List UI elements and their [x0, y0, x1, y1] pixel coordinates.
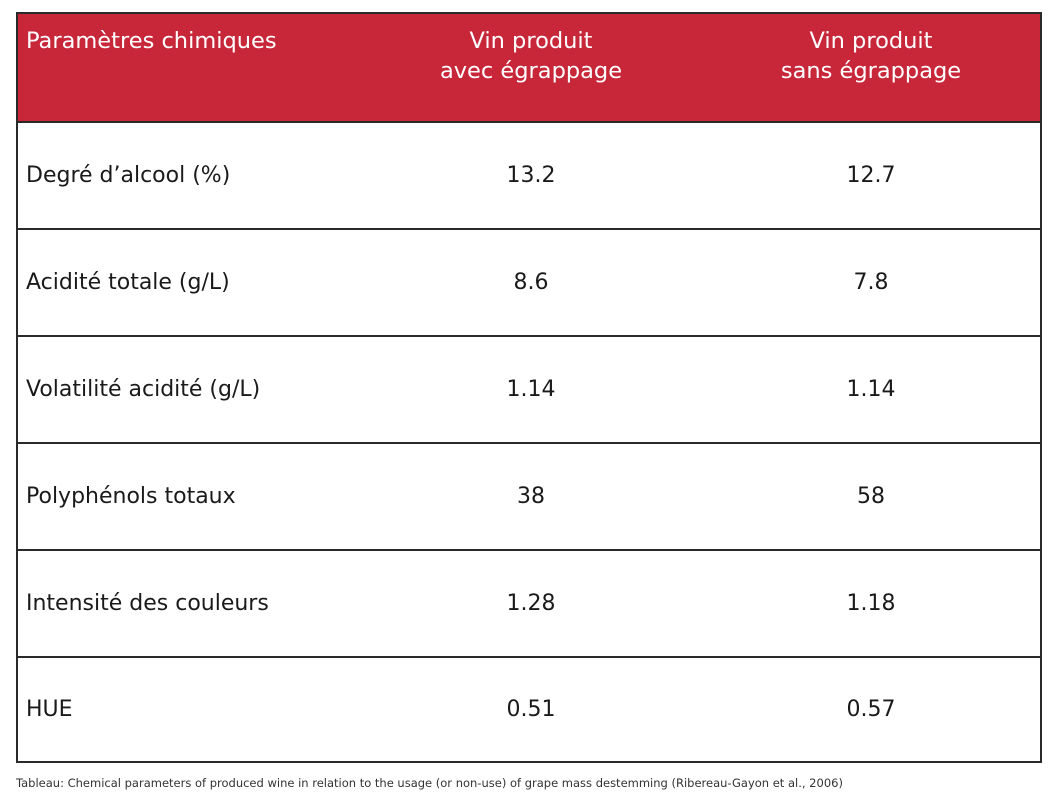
row-total-acidity-label: Acidité totale (g/L)	[18, 228, 360, 335]
row-polyphenols-with: 38	[360, 442, 702, 549]
row-total-acidity-without: 7.8	[702, 228, 1040, 335]
table-caption: Tableau: Chemical parameters of produced…	[16, 776, 843, 790]
row-hue-label: HUE	[18, 656, 360, 761]
header-with-destemming-line1: Vin produit	[469, 28, 593, 54]
header-without-destemming-line1: Vin produit	[809, 28, 933, 54]
row-total-acidity-with: 8.6	[360, 228, 702, 335]
header-with-destemming-line2: avec égrappage	[439, 58, 623, 84]
row-hue-without: 0.57	[702, 656, 1040, 761]
row-alcohol-with: 13.2	[360, 121, 702, 228]
wine-parameters-table: Paramètres chimiques Vin produit avec ég…	[16, 12, 1042, 763]
row-volatile-acidity-with: 1.14	[360, 335, 702, 442]
row-volatile-acidity-without: 1.14	[702, 335, 1040, 442]
header-without-destemming: Vin produit sans égrappage	[702, 14, 1040, 121]
header-with-destemming: Vin produit avec égrappage	[360, 14, 702, 121]
header-parameters-label: Paramètres chimiques	[26, 28, 277, 54]
row-volatile-acidity-label: Volatilité acidité (g/L)	[18, 335, 360, 442]
row-polyphenols-without: 58	[702, 442, 1040, 549]
row-alcohol-without: 12.7	[702, 121, 1040, 228]
row-color-intensity-label: Intensité des couleurs	[18, 549, 360, 656]
row-color-intensity-without: 1.18	[702, 549, 1040, 656]
row-alcohol-label: Degré d’alcool (%)	[18, 121, 360, 228]
row-hue-with: 0.51	[360, 656, 702, 761]
header-parameters: Paramètres chimiques	[18, 14, 360, 121]
row-polyphenols-label: Polyphénols totaux	[18, 442, 360, 549]
row-color-intensity-with: 1.28	[360, 549, 702, 656]
header-without-destemming-line2: sans égrappage	[780, 58, 962, 84]
